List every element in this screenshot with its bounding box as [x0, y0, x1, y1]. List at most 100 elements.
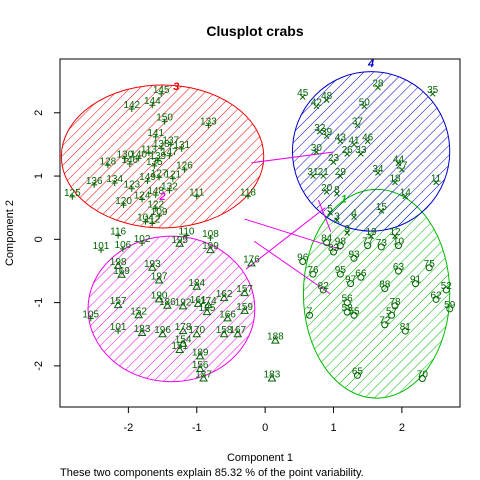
point-label: 27	[396, 161, 408, 172]
data-point: 34	[372, 164, 384, 176]
point-label: 102	[134, 234, 151, 245]
point-label: 11	[431, 173, 442, 184]
data-point: 104	[137, 213, 154, 225]
point-label: 166	[219, 309, 236, 320]
data-point: 28	[372, 78, 384, 91]
cluster-connector	[251, 151, 334, 164]
data-point: 170	[188, 325, 206, 338]
data-point: 185	[199, 303, 216, 316]
data-point: 130	[117, 149, 134, 162]
data-point: 98	[335, 237, 346, 250]
data-point: 133	[200, 116, 217, 129]
cluster-connector	[245, 207, 326, 270]
x-tick-label: 0	[262, 422, 268, 434]
point-label: 176	[243, 254, 260, 265]
point-label: 42	[311, 97, 323, 108]
data-point: 138	[153, 139, 170, 152]
data-point: 102	[134, 234, 151, 247]
data-point: 52	[441, 281, 452, 294]
point-label: 106	[115, 240, 132, 251]
data-point: 3	[334, 211, 340, 224]
point-label: 174	[200, 296, 217, 307]
point-label: 15	[376, 202, 388, 213]
cluster-label-4: 4	[367, 58, 374, 70]
data-point: 83	[328, 243, 340, 256]
cluster-ellipse-3	[60, 84, 265, 229]
data-point: 121	[164, 170, 182, 182]
point-label: 140	[130, 149, 147, 160]
point-label: 169	[113, 266, 130, 277]
data-point: 198	[110, 257, 127, 269]
point-label: 139	[149, 151, 166, 162]
point-label: 192	[175, 297, 192, 308]
data-point: 43	[335, 132, 346, 145]
data-point: 110	[179, 227, 195, 239]
data-point: 35	[427, 85, 439, 97]
data-point: 48	[321, 91, 333, 103]
point-label: 190	[151, 290, 168, 301]
point-label: 167	[229, 325, 246, 336]
point-label: 4	[351, 208, 357, 219]
data-point: 105	[82, 309, 100, 322]
data-point: 151	[171, 341, 188, 354]
point-label: 101	[93, 241, 110, 252]
data-point: 116	[110, 227, 127, 239]
point-label: 57	[386, 306, 398, 317]
data-point: 193	[144, 259, 161, 271]
data-point: 66	[355, 268, 367, 281]
point-label: 123	[123, 180, 140, 191]
data-point: 101	[93, 241, 110, 254]
point-label: 29	[335, 167, 347, 178]
cluster-connector	[317, 199, 332, 232]
point-label: 34	[372, 164, 384, 175]
data-point: 26	[342, 145, 354, 157]
point-label: 23	[328, 153, 340, 164]
data-point: 183	[134, 324, 151, 336]
point-label: 66	[355, 268, 367, 279]
data-point: 30	[311, 143, 323, 155]
point-label: 18	[389, 173, 401, 184]
data-point: 158	[216, 325, 233, 338]
y-tick-label: -2	[33, 361, 45, 371]
data-point: 5	[327, 204, 333, 216]
point-label: 44	[393, 154, 405, 165]
point-label: 138	[153, 139, 170, 150]
point-label: 159	[236, 302, 253, 313]
data-point: 131	[173, 140, 190, 152]
point-label: 187	[195, 370, 212, 381]
data-point: 63	[393, 262, 404, 275]
x-axis: -2 -1 0 1 2	[123, 406, 405, 434]
data-point: 58	[342, 303, 353, 316]
point-label: 124	[134, 190, 151, 201]
data-point: 11	[431, 173, 442, 186]
point-label: 111	[189, 187, 205, 198]
data-point: 162	[216, 289, 233, 302]
data-point: 15	[376, 202, 388, 214]
point-label: 133	[200, 116, 217, 127]
point-label: 183	[134, 324, 151, 335]
point-label: 178	[175, 322, 192, 333]
point-label: 9	[344, 224, 350, 235]
point-label: 132	[161, 182, 178, 193]
cluster-connector	[253, 240, 331, 295]
point-label: 184	[188, 278, 205, 289]
point-label: 19	[366, 227, 378, 238]
point-label: 161	[190, 295, 207, 306]
point-label: 130	[117, 149, 134, 160]
point-label: 104	[137, 213, 154, 224]
point-label: 158	[216, 325, 233, 336]
point-label: 30	[311, 143, 323, 154]
point-label: 26	[342, 145, 354, 156]
point-label: 41	[348, 135, 360, 146]
data-point: 8	[334, 185, 340, 197]
point-label: 109	[151, 207, 168, 218]
point-label: 150	[156, 113, 173, 124]
data-point: 57	[386, 306, 398, 319]
point-label: 39	[321, 127, 333, 138]
data-point: 196	[154, 325, 171, 338]
data-point: 134	[106, 174, 123, 187]
point-label: 82	[318, 281, 330, 292]
point-label: 162	[216, 289, 233, 300]
point-label: 46	[362, 132, 374, 143]
y-tick-label: 0	[33, 236, 45, 242]
